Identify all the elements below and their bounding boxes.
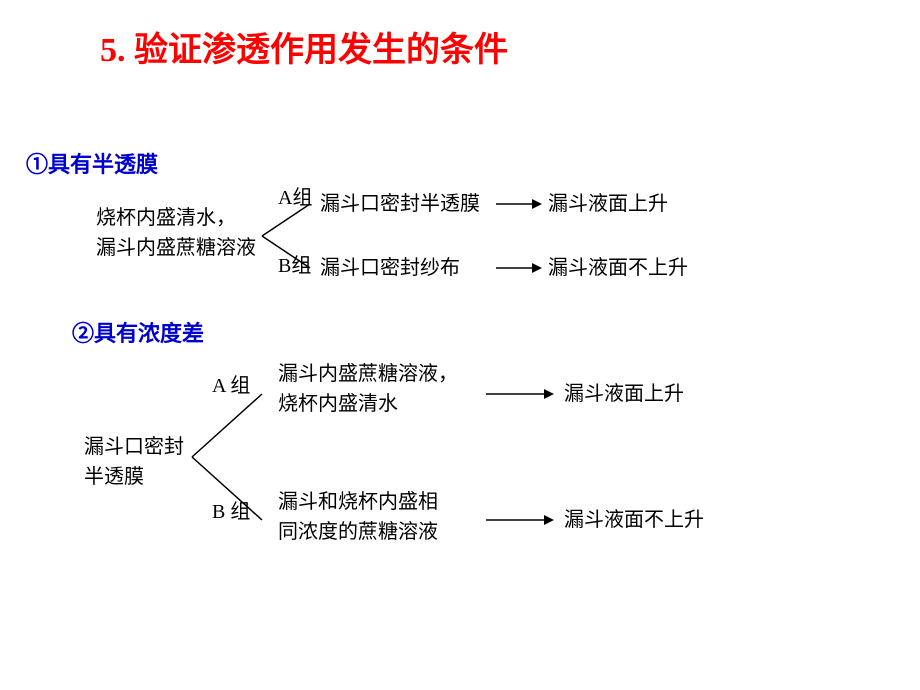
section1-result-a: 漏斗液面上升 bbox=[548, 192, 668, 215]
section2-heading: ②具有浓度差 bbox=[72, 316, 204, 348]
section2-root: 漏斗口密封 半透膜 bbox=[84, 432, 184, 492]
section2-mid-a-line1: 漏斗内盛蔗糖溶液， bbox=[278, 362, 458, 385]
section2-root-line1: 漏斗口密封 bbox=[84, 436, 184, 458]
section2-label-b: B 组 bbox=[212, 500, 250, 523]
section2-label-a: A 组 bbox=[212, 374, 250, 397]
section1-mid-a: 漏斗口密封半透膜 bbox=[320, 192, 480, 215]
section1-mid-b: 漏斗口密封纱布 bbox=[320, 256, 460, 279]
section1-diagram: A组 B组 漏斗口密封半透膜 漏斗口密封纱布 漏斗液面上升 漏斗液面不上升 bbox=[262, 186, 722, 306]
section1-root: 烧杯内盛清水， 漏斗内盛蔗糖溶液 bbox=[96, 203, 256, 263]
section2-mid-b: 漏斗和烧杯内盛相 同浓度的蔗糖溶液 bbox=[278, 490, 443, 543]
section2-mid-a: 漏斗内盛蔗糖溶液， 烧杯内盛清水 bbox=[278, 362, 463, 415]
section2-result-b: 漏斗液面不上升 bbox=[564, 508, 704, 531]
section1-root-line2: 漏斗内盛蔗糖溶液 bbox=[96, 237, 256, 259]
section2-arrow-b bbox=[486, 515, 554, 525]
section2-mid-a-line2: 烧杯内盛清水 bbox=[278, 392, 398, 415]
section2-root-line2: 半透膜 bbox=[84, 466, 144, 488]
section1-result-b: 漏斗液面不上升 bbox=[548, 256, 688, 279]
section2-diagram: A 组 B 组 漏斗内盛蔗糖溶液， 烧杯内盛清水 漏斗和烧杯内盛相 同浓度的蔗糖… bbox=[192, 362, 752, 572]
section2-mid-b-line2: 同浓度的蔗糖溶液 bbox=[278, 520, 438, 543]
section1-arrow-a bbox=[496, 199, 542, 209]
section1-arrow-b bbox=[496, 263, 542, 273]
section2-result-a: 漏斗液面上升 bbox=[564, 382, 684, 405]
section2-mid-b-line1: 漏斗和烧杯内盛相 bbox=[278, 490, 438, 513]
section1-heading: ①具有半透膜 bbox=[26, 147, 158, 179]
section2-fork-top bbox=[192, 394, 262, 457]
section1-label-a: A组 bbox=[278, 186, 312, 209]
section2-arrow-a bbox=[486, 389, 554, 399]
page-title: 5. 验证渗透作用发生的条件 bbox=[100, 22, 508, 71]
section1-label-b: B组 bbox=[278, 254, 311, 277]
section1-root-line1: 烧杯内盛清水， bbox=[96, 207, 236, 229]
